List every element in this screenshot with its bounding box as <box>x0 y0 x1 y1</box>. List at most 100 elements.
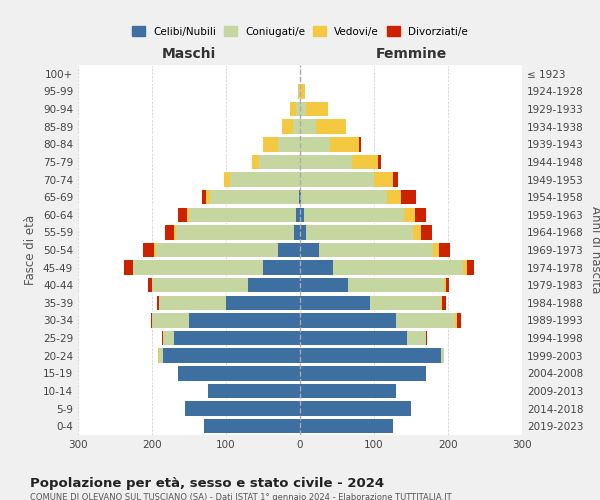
Bar <box>187 208 300 222</box>
Bar <box>185 402 300 416</box>
Bar <box>300 84 301 98</box>
Bar <box>299 190 300 204</box>
Bar <box>208 384 300 398</box>
Bar <box>176 225 300 240</box>
Bar <box>263 137 300 152</box>
Bar <box>300 331 426 345</box>
Y-axis label: Anni di nascita: Anni di nascita <box>589 206 600 294</box>
Bar <box>178 366 300 380</box>
Bar <box>300 137 329 152</box>
Bar <box>224 172 300 186</box>
Bar <box>300 314 457 328</box>
Bar <box>300 384 396 398</box>
Bar <box>263 260 300 275</box>
Bar <box>300 154 352 169</box>
Bar <box>300 190 416 204</box>
Bar <box>300 384 396 398</box>
Bar <box>124 260 300 275</box>
Bar <box>185 402 300 416</box>
Bar <box>189 208 300 222</box>
Bar <box>300 102 306 117</box>
Bar <box>300 331 427 345</box>
Bar <box>300 190 401 204</box>
Bar <box>300 419 392 434</box>
Bar <box>152 314 300 328</box>
Bar <box>152 314 300 328</box>
Bar <box>178 366 300 380</box>
Bar <box>300 154 382 169</box>
Bar <box>160 348 300 363</box>
Bar <box>133 260 300 275</box>
Bar <box>226 296 300 310</box>
Bar <box>166 225 300 240</box>
Bar <box>300 348 444 363</box>
Bar <box>152 278 300 292</box>
Text: Femmine: Femmine <box>376 48 446 62</box>
Bar <box>300 120 316 134</box>
Bar <box>300 84 305 98</box>
Bar <box>281 120 300 134</box>
Bar <box>133 260 300 275</box>
Bar <box>300 102 328 117</box>
Bar <box>224 172 300 186</box>
Bar <box>161 331 300 345</box>
Bar <box>300 102 328 117</box>
Bar <box>300 314 461 328</box>
Bar <box>178 366 300 380</box>
Bar <box>204 419 300 434</box>
Bar <box>281 120 300 134</box>
Text: Popolazione per età, sesso e stato civile - 2024: Popolazione per età, sesso e stato civil… <box>30 478 384 490</box>
Bar <box>160 296 300 310</box>
Bar <box>300 120 346 134</box>
Bar <box>300 208 304 222</box>
Bar <box>252 154 300 169</box>
Bar <box>202 190 300 204</box>
Bar <box>300 402 411 416</box>
Bar <box>163 331 300 345</box>
Bar <box>206 190 300 204</box>
Bar <box>158 348 300 363</box>
Bar <box>300 208 404 222</box>
Bar <box>156 243 300 257</box>
Bar <box>300 137 359 152</box>
Bar <box>300 419 392 434</box>
Bar <box>210 190 300 204</box>
Text: Maschi: Maschi <box>162 48 216 62</box>
Bar <box>300 260 463 275</box>
Bar <box>300 208 426 222</box>
Bar <box>154 243 300 257</box>
Bar <box>300 243 319 257</box>
Bar <box>300 384 396 398</box>
Bar <box>300 225 421 240</box>
Bar <box>300 172 374 186</box>
Bar <box>278 243 300 257</box>
Bar <box>300 260 334 275</box>
Bar <box>300 348 444 363</box>
Bar <box>278 137 300 152</box>
Bar <box>300 278 446 292</box>
Bar <box>293 120 300 134</box>
Bar <box>158 348 300 363</box>
Bar <box>300 384 396 398</box>
Bar <box>290 102 300 117</box>
Bar <box>300 84 305 98</box>
Bar <box>290 102 300 117</box>
Bar <box>300 366 426 380</box>
Bar <box>185 402 300 416</box>
Bar <box>143 243 300 257</box>
Bar <box>204 419 300 434</box>
Bar <box>300 190 301 204</box>
Bar <box>230 172 300 186</box>
Bar <box>300 260 474 275</box>
Bar <box>151 314 300 328</box>
Bar <box>300 314 455 328</box>
Bar <box>252 154 300 169</box>
Bar <box>300 348 440 363</box>
Bar <box>300 278 449 292</box>
Bar <box>204 419 300 434</box>
Bar <box>300 331 407 345</box>
Bar <box>148 278 300 292</box>
Bar <box>296 208 300 222</box>
Text: COMUNE DI OLEVANO SUL TUSCIANO (SA) - Dati ISTAT 1° gennaio 2024 - Elaborazione : COMUNE DI OLEVANO SUL TUSCIANO (SA) - Da… <box>30 492 452 500</box>
Bar <box>300 296 446 310</box>
